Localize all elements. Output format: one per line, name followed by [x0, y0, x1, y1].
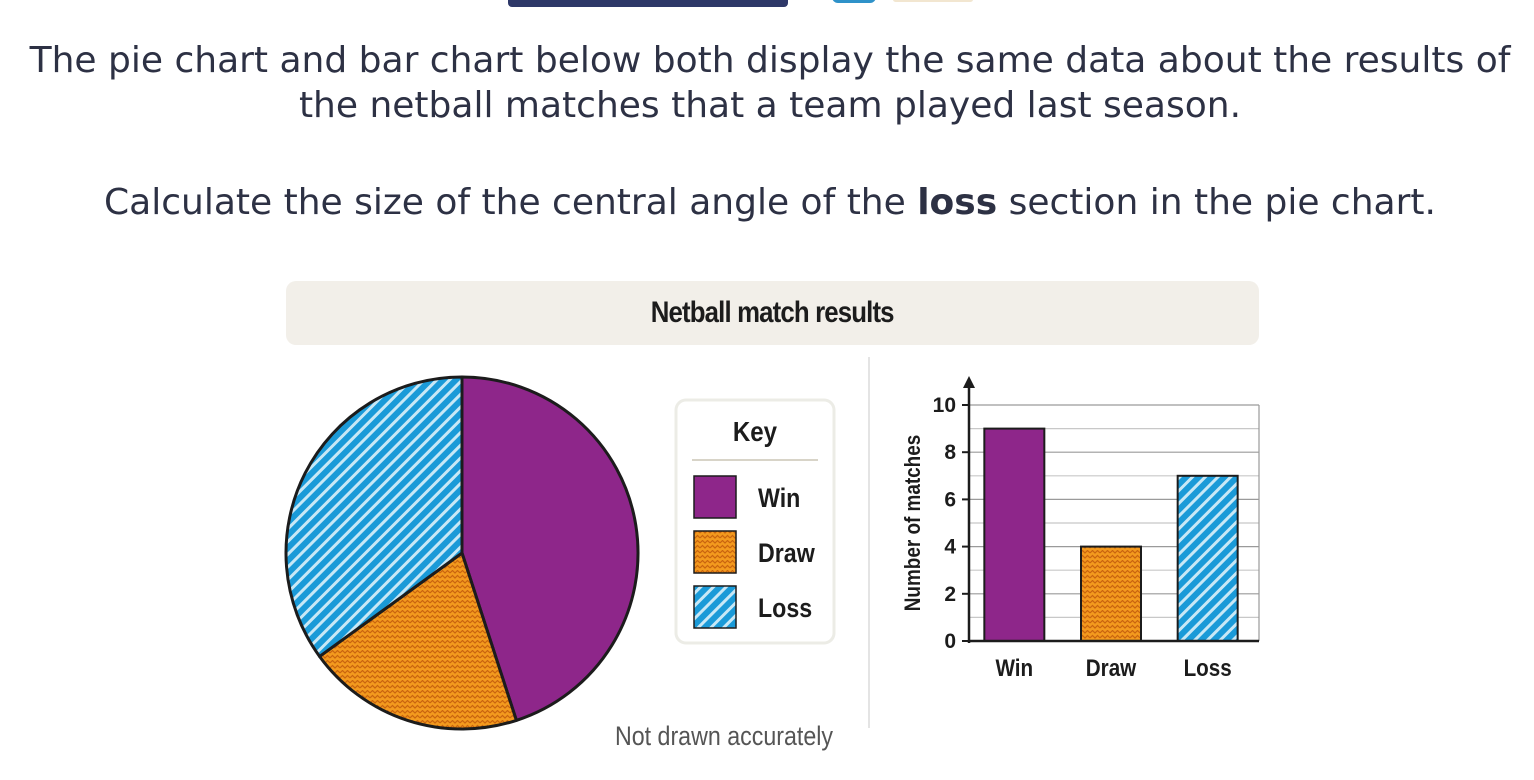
bar-y-tick-label: 8 [944, 441, 956, 464]
legend-label-loss: Loss [758, 593, 812, 623]
bar-y-tick-label: 2 [944, 583, 956, 606]
top-toolbar-icon [832, 0, 876, 3]
figure-title-bar: Netball match results [286, 281, 1259, 345]
question-prompt: Calculate the size of the central angle … [20, 180, 1520, 225]
bar-category-label: Loss [1184, 655, 1232, 682]
legend-label-draw: Draw [758, 538, 815, 568]
pie-slice-loss [284, 375, 464, 658]
top-toolbar-decoration [893, 0, 973, 2]
figure-title: Netball match results [651, 296, 895, 329]
question-prompt-start: Calculate the size of the central angle … [104, 182, 918, 223]
legend-swatch-draw [693, 530, 737, 574]
bar-y-axis-label: Number of matches [901, 435, 926, 611]
question-prompt-emphasis: loss [917, 182, 998, 223]
bar-win [983, 427, 1046, 642]
legend: Key Win Draw Loss [674, 398, 836, 645]
legend-title: Key [733, 415, 778, 447]
bar-category-label: Win [996, 655, 1034, 682]
bar-loss [1176, 474, 1239, 642]
pie-slice-draw [318, 551, 518, 731]
pie-slice-win [460, 375, 640, 722]
bar-y-tick-label: 0 [944, 630, 956, 653]
bar-y-tick-label: 4 [944, 536, 956, 559]
not-drawn-accurately-note: Not drawn accurately [615, 721, 833, 751]
question-intro: The pie chart and bar chart below both d… [29, 40, 1511, 126]
bar-chart: Win Draw Loss 0 2 4 6 8 10 Number of matches [901, 376, 1260, 682]
legend-swatch-win [693, 475, 737, 519]
bar-y-axis-arrow [963, 376, 975, 388]
top-tab-indicator [508, 0, 788, 7]
pie-chart [284, 375, 640, 731]
bar-y-tick-label: 10 [933, 394, 956, 417]
legend-swatch-loss [693, 585, 737, 629]
question-prompt-end: section in the pie chart. [997, 182, 1436, 223]
bar-y-tick-label: 6 [944, 488, 956, 511]
bar-draw [1080, 545, 1142, 642]
bar-category-label: Draw [1086, 655, 1137, 682]
legend-label-win: Win [758, 483, 800, 513]
